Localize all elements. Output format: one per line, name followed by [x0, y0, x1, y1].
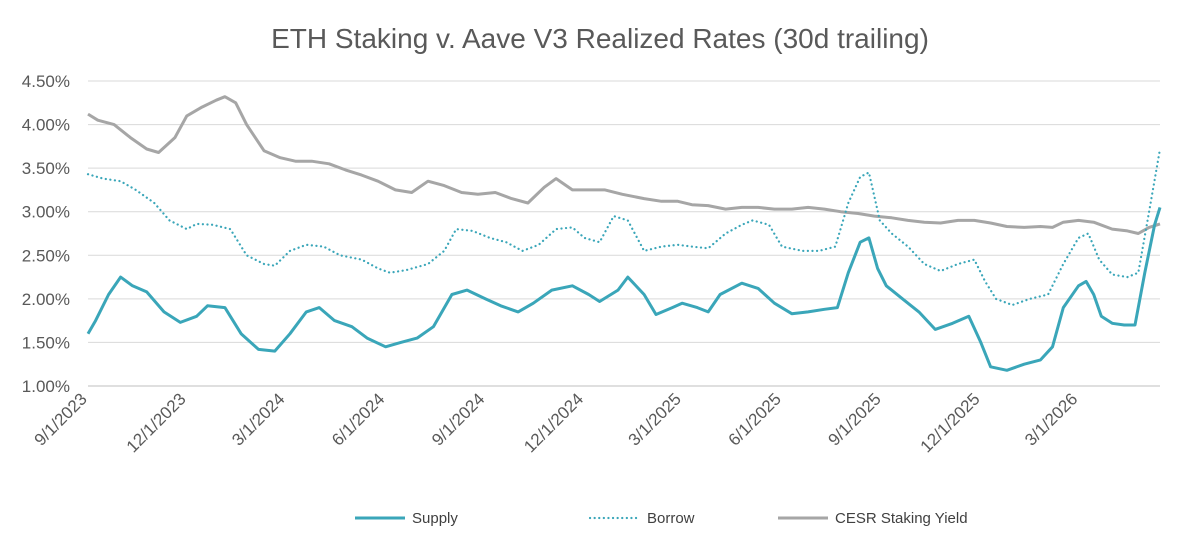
series-line-supply — [86, 206, 1162, 372]
chart-title: ETH Staking v. Aave V3 Realized Rates (3… — [271, 23, 929, 54]
gridlines — [88, 80, 1160, 387]
y-tick-label: 1.00% — [22, 377, 70, 396]
legend: Supply Borrow CESR Staking Yield — [355, 510, 968, 527]
x-tick-label: 6/1/2025 — [725, 389, 785, 449]
x-tick-label: 3/1/2025 — [625, 389, 685, 449]
y-tick-label: 3.50% — [22, 159, 70, 178]
series-line-borrow — [86, 147, 1162, 307]
series-lines — [86, 95, 1162, 372]
y-tick-label: 3.00% — [22, 203, 70, 222]
x-tick-label: 12/1/2025 — [917, 389, 984, 456]
legend-label: Supply — [412, 510, 458, 527]
y-tick-label: 2.50% — [22, 246, 70, 265]
x-axis-tick-labels: 9/1/2023 12/1/2023 3/1/2024 6/1/2024 9/1/202… — [31, 389, 1082, 456]
legend-label: Borrow — [647, 510, 695, 527]
x-tick-label: 12/1/2023 — [123, 389, 190, 456]
x-tick-label: 9/1/2024 — [428, 389, 488, 449]
y-tick-label: 1.50% — [22, 333, 70, 352]
x-tick-label: 6/1/2024 — [328, 389, 388, 449]
x-tick-label: 9/1/2023 — [31, 389, 91, 449]
y-axis-tick-labels: 1.00% 1.50% 2.00% 2.50% 3.00% 3.50% 4.00% 4.50% — [22, 72, 70, 396]
legend-label: CESR Staking Yield — [835, 510, 968, 527]
y-tick-label: 2.00% — [22, 290, 70, 309]
x-tick-label: 3/1/2026 — [1021, 389, 1081, 449]
x-tick-label: 9/1/2025 — [825, 389, 885, 449]
y-tick-label: 4.00% — [22, 116, 70, 135]
x-tick-label: 3/1/2024 — [228, 389, 288, 449]
series-line-cesr-staking-yield — [87, 95, 1161, 235]
y-tick-label: 4.50% — [22, 72, 70, 91]
x-tick-label: 12/1/2024 — [520, 389, 587, 456]
